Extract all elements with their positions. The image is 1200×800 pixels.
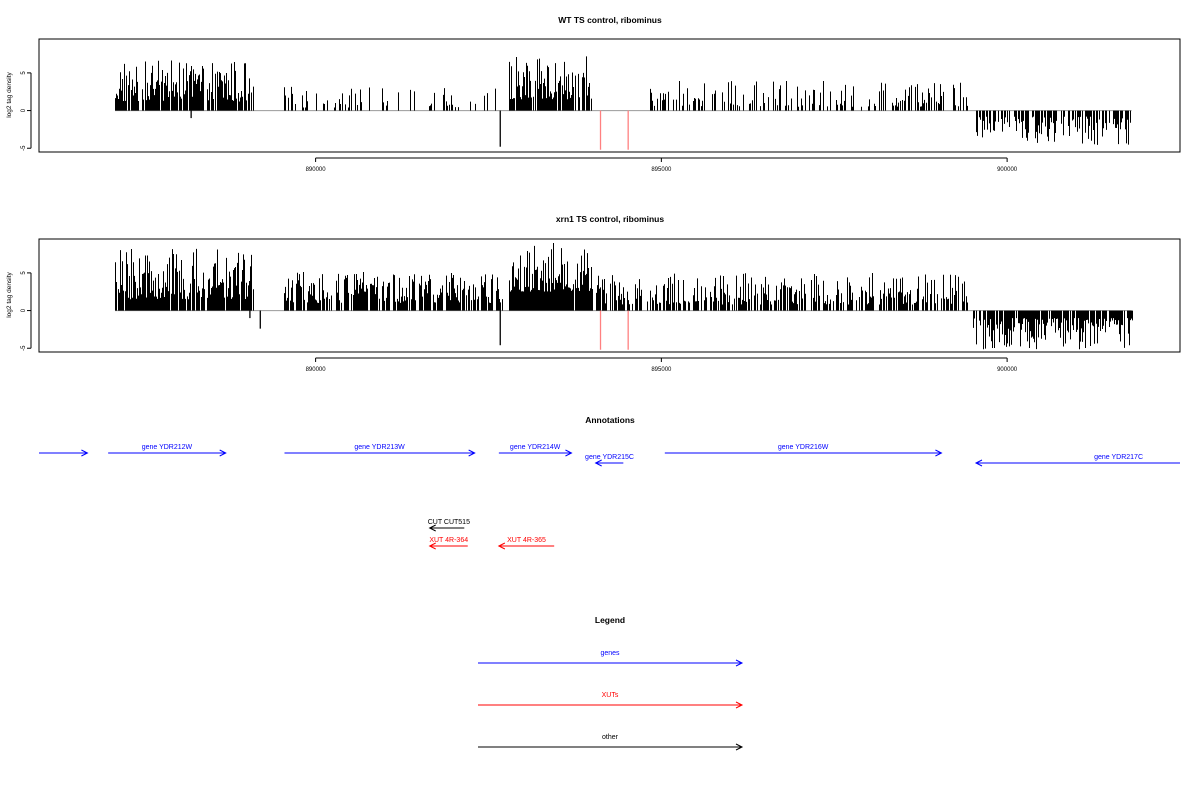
- annotations-track: Annotations gene YDR212W gene YDR213W gene…: [39, 415, 1180, 550]
- legend-label: genes: [600, 650, 620, 657]
- feature-arrow: [974, 459, 1180, 467]
- feature-label: XUT 4R-364: [429, 537, 468, 544]
- feature-label: gene YDR214W: [510, 444, 561, 451]
- wt-panel-title: WT TS control, ribominus: [558, 15, 662, 25]
- feature-label: XUT 4R-365: [507, 537, 546, 544]
- y-tick-label: -5: [21, 145, 27, 151]
- y-tick-label: -5: [21, 345, 27, 351]
- feature-arrow: [594, 459, 624, 467]
- feature-arrow: [108, 449, 227, 457]
- wt-plot-frame: [38, 38, 1181, 153]
- legend-label: other: [602, 734, 619, 741]
- legend-arrow: [478, 743, 744, 751]
- legend-items: genes XUTs other: [478, 650, 744, 751]
- y-tick-label: 0: [21, 108, 27, 112]
- x-tick-label: 895000: [651, 367, 672, 373]
- x-tick-label: 895000: [651, 167, 672, 173]
- legend-arrow: [478, 659, 744, 667]
- feature-arrow: [497, 542, 555, 550]
- legend-arrow: [478, 701, 744, 709]
- feature-arrows: gene YDR212W gene YDR213W gene YDR214W gene…: [39, 444, 1180, 550]
- xrn1-y-axis-label: log2 tag density: [6, 271, 13, 317]
- wt-bars: [115, 56, 1132, 150]
- feature-label: gene YDR216W: [778, 444, 829, 451]
- x-tick-label: 890000: [306, 367, 327, 373]
- xrn1-bars: [115, 242, 1133, 350]
- legend: Legend genes XUTs other: [478, 615, 744, 751]
- feature-arrow: [39, 449, 89, 457]
- wt-axes: -5 0 5 890000 895000 900000: [21, 71, 1018, 173]
- y-tick-label: 0: [21, 308, 27, 312]
- feature-label: gene YDR215C: [585, 454, 634, 461]
- legend-title: Legend: [595, 615, 625, 625]
- feature-arrow: [428, 524, 465, 532]
- feature-arrow: [498, 449, 573, 457]
- feature-arrow: [664, 449, 943, 457]
- feature-label: gene YDR213W: [354, 444, 405, 451]
- xrn1-plot-frame: [38, 238, 1181, 353]
- xrn1-axes: -5 0 5 890000 895000 900000: [21, 271, 1018, 373]
- feature-label: gene YDR217C: [1094, 454, 1143, 461]
- feature-label: gene YDR212W: [142, 444, 193, 451]
- y-tick-label: 5: [21, 271, 27, 275]
- feature-label: CUT CUT515: [428, 519, 470, 526]
- x-tick-label: 890000: [306, 167, 327, 173]
- feature-arrow: [428, 542, 468, 550]
- wt-density-panel: WT TS control, ribominus log2 tag densit…: [6, 15, 1181, 173]
- x-tick-label: 900000: [997, 167, 1018, 173]
- y-tick-label: 5: [21, 71, 27, 75]
- annotations-title: Annotations: [585, 415, 635, 425]
- xrn1-density-panel: xrn1 TS control, ribominus log2 tag dens…: [6, 214, 1181, 373]
- legend-label: XUTs: [602, 692, 619, 699]
- feature-arrow: [284, 449, 476, 457]
- xrn1-panel-title: xrn1 TS control, ribominus: [556, 214, 664, 224]
- x-tick-label: 900000: [997, 367, 1018, 373]
- wt-y-axis-label: log2 tag density: [6, 71, 13, 117]
